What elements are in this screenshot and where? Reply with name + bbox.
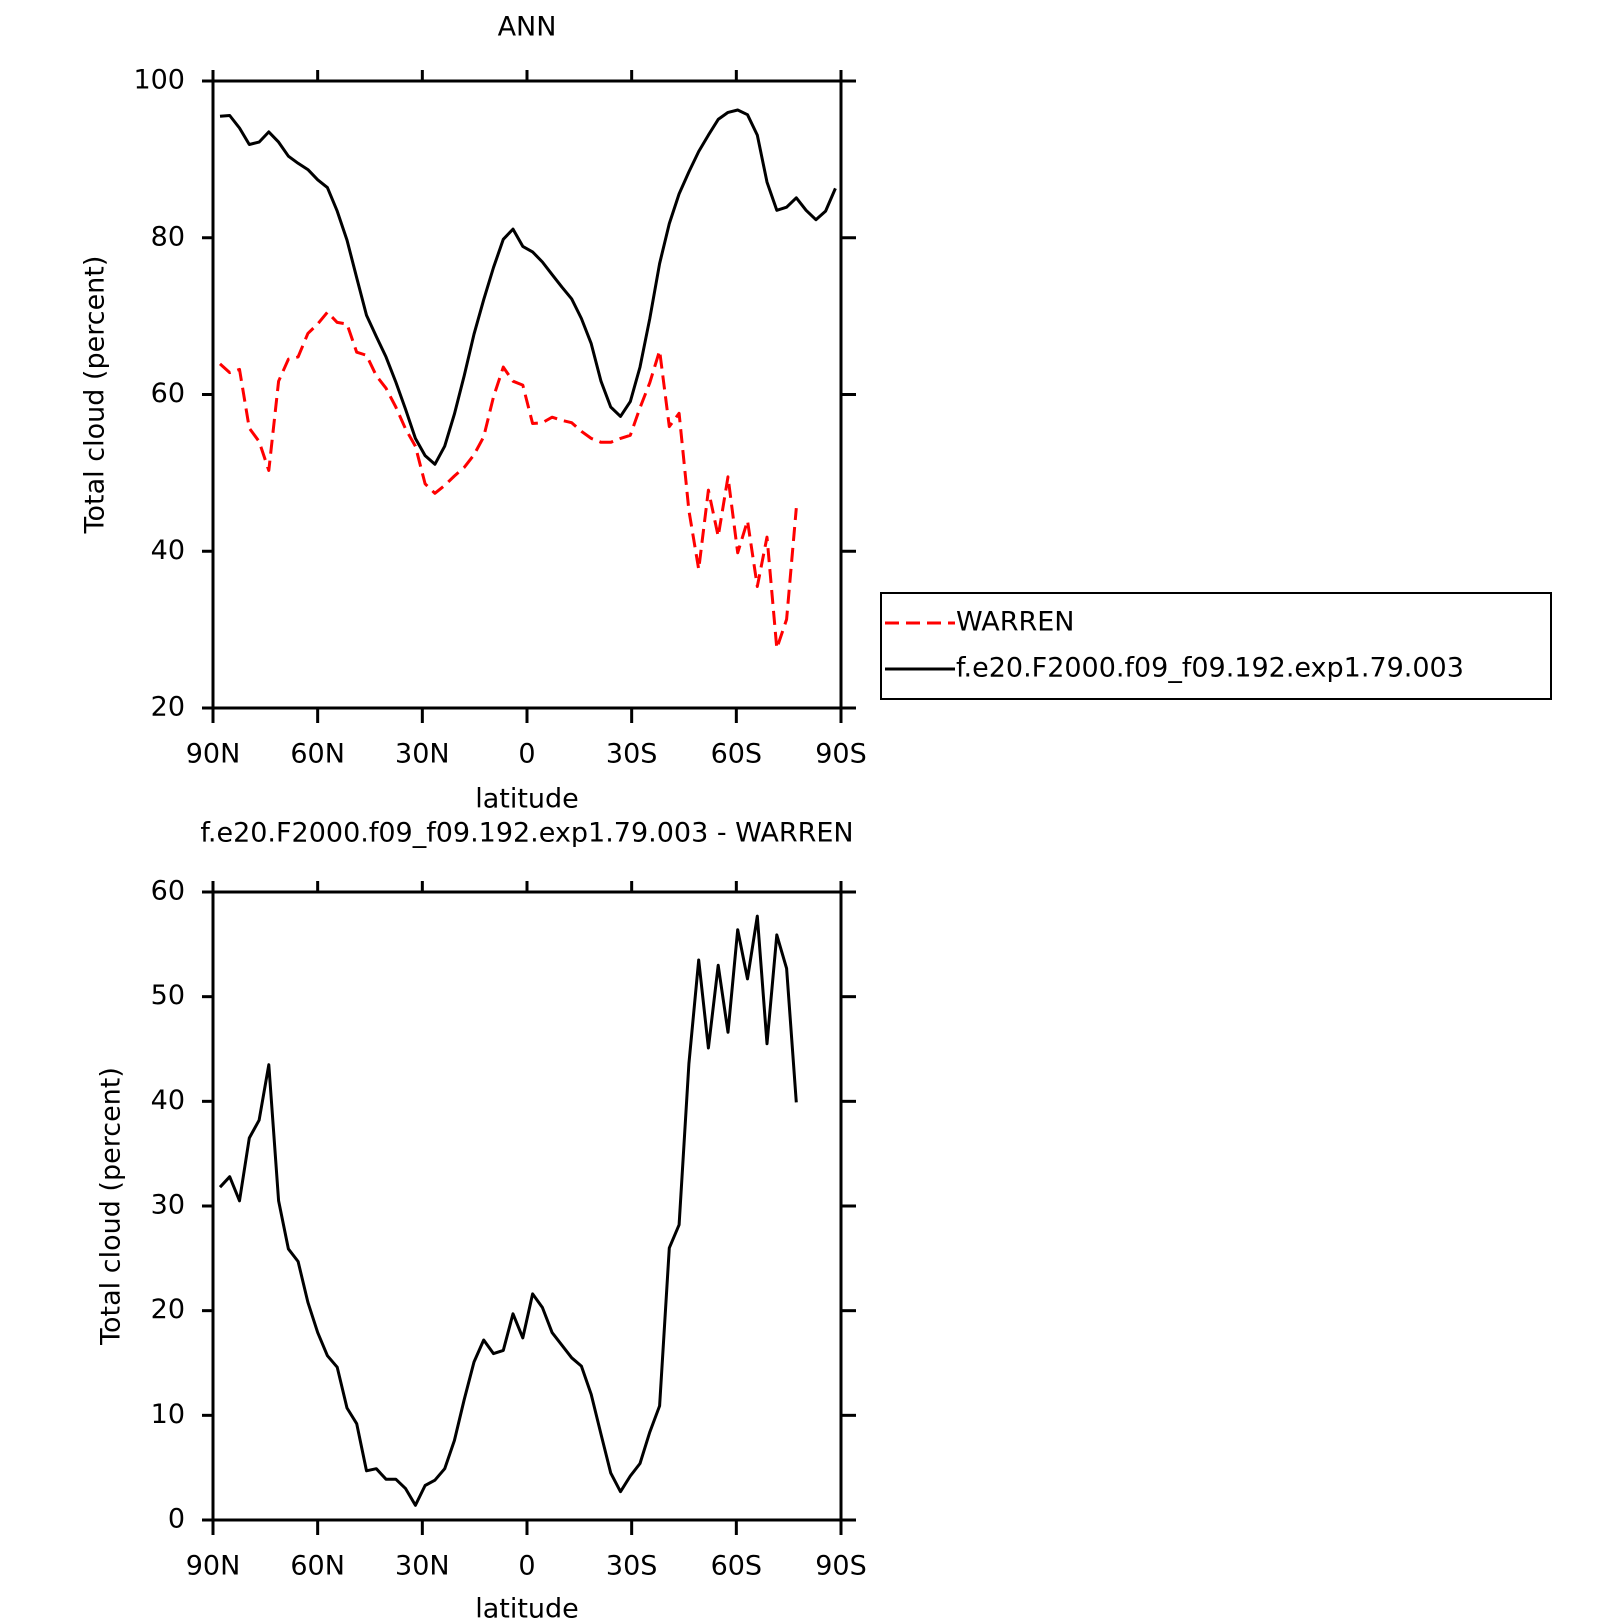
legend-label: f.e20.F2000.f09_f09.192.exp1.79.003 (956, 653, 1464, 684)
y-tick-label: 20 (151, 1294, 185, 1325)
x-tick-label: 60N (290, 1551, 345, 1582)
x-tick-label: 0 (518, 1551, 535, 1582)
y-tick-label: 10 (151, 1399, 185, 1430)
y-tick-label: 0 (168, 1504, 185, 1535)
plot-frame (211, 890, 843, 1522)
x-tick-label: 30S (606, 1551, 658, 1582)
x-tick-label: 90S (815, 739, 867, 770)
x-tick-label: 90S (815, 1551, 867, 1582)
x-axis-label: latitude (475, 1594, 579, 1624)
y-tick-label: 50 (151, 980, 185, 1011)
y-tick-label: 30 (151, 1190, 185, 1221)
x-tick-label: 60N (290, 739, 345, 770)
chart-title: f.e20.F2000.f09_f09.192.exp1.79.003 - WA… (200, 818, 853, 849)
x-tick-label: 90N (186, 1551, 241, 1582)
y-tick-label: 40 (151, 1085, 185, 1116)
y-tick-label: 60 (151, 876, 185, 907)
x-tick-label: 90N (186, 739, 241, 770)
chart-title: ANN (498, 12, 557, 43)
y-axis-label: Total cloud (percent) (80, 256, 111, 535)
x-axis-label: latitude (475, 784, 579, 815)
plot-frame (211, 79, 843, 710)
data-line (219, 108, 837, 466)
x-tick-label: 0 (518, 739, 535, 770)
data-line (218, 914, 798, 1507)
x-tick-label: 30N (395, 739, 450, 770)
y-tick-label: 60 (151, 378, 185, 409)
x-tick-label: 60S (711, 1551, 763, 1582)
y-tick-label: 80 (151, 221, 185, 252)
legend-label: WARREN (956, 607, 1074, 638)
legend-box (880, 592, 1552, 700)
y-tick-label: 100 (133, 65, 185, 96)
data-line (218, 310, 798, 650)
x-tick-label: 30N (395, 1551, 450, 1582)
x-tick-label: 60S (711, 739, 763, 770)
y-axis-label: Total cloud (percent) (96, 1067, 127, 1346)
x-tick-label: 30S (606, 739, 658, 770)
y-tick-label: 20 (151, 692, 185, 723)
y-tick-label: 40 (151, 535, 185, 566)
